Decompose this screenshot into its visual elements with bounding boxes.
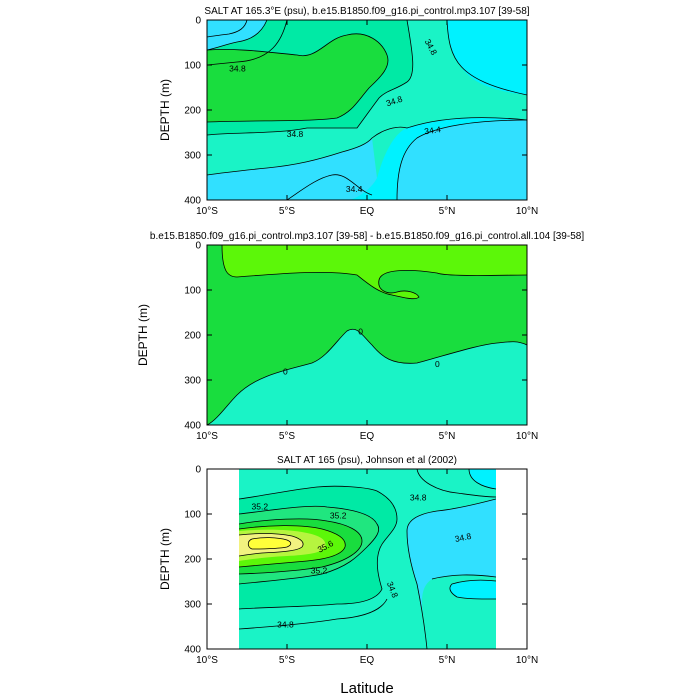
- y-tick-label: 400: [184, 421, 201, 432]
- y-tick-label: 400: [184, 645, 201, 656]
- x-tick-label: 10°N: [516, 655, 538, 666]
- contour-line: [239, 598, 388, 630]
- contour-line: [239, 525, 346, 568]
- contour-line: [286, 174, 373, 200]
- y-tick-label: 0: [195, 16, 201, 27]
- panel2-ylabel: DEPTH (m): [136, 304, 150, 366]
- panel2-y-ticks: 0 100 200 300 400: [184, 241, 527, 432]
- contour-line: [446, 20, 527, 96]
- region-diff-positive: [207, 245, 527, 425]
- contour-label: 35.2: [311, 566, 328, 576]
- y-tick-label: 200: [184, 555, 201, 566]
- panel1-ylabel: DEPTH (m): [158, 79, 172, 141]
- panel-observed-salinity: SALT AT 165 (psu), Johnson et al (2002): [158, 455, 538, 666]
- contour-label: 34.8: [287, 129, 304, 139]
- x-tick-label: EQ: [360, 431, 375, 442]
- panel1-x-ticks: 10°S 5°S EQ 5°N 10°N: [196, 20, 538, 217]
- contour-line: [468, 469, 496, 490]
- contour-label: 35.2: [330, 510, 347, 520]
- panel2-title: b.e15.B1850.f09_g16.pi_control.mp3.107 […: [150, 231, 584, 242]
- x-tick-label: EQ: [360, 206, 375, 217]
- y-tick-label: 200: [184, 331, 201, 342]
- contour-label: 34.8: [410, 492, 427, 502]
- contour-line: [207, 20, 288, 66]
- region-salt-35.0-35.2: [207, 33, 388, 123]
- region-salt-34.2-34.4-se: [397, 120, 527, 200]
- y-tick-label: 100: [184, 61, 201, 72]
- y-tick-label: 100: [184, 286, 201, 297]
- y-tick-label: 0: [195, 241, 201, 252]
- panel3-contour-labels: 35.235.235.635.234.834.834.834.8: [252, 492, 473, 629]
- contour-line: [396, 119, 527, 200]
- contour-label: 34.8: [454, 531, 473, 544]
- panel1-y-ticks: 0 100 200 300 400: [184, 16, 527, 207]
- region-diff-strong-positive: [222, 245, 527, 299]
- contour-line: [207, 33, 389, 123]
- x-tick-label: 10°S: [196, 655, 218, 666]
- panel1-title: SALT AT 165.3°E (psu), b.e15.B1850.f09_g…: [204, 6, 529, 17]
- contour-line: [239, 518, 363, 575]
- x-tick-label: 5°S: [279, 655, 296, 666]
- y-tick-label: 0: [195, 465, 201, 476]
- y-tick-label: 100: [184, 510, 201, 521]
- region-obs-yellow: [248, 537, 291, 549]
- x-tick-label: 10°N: [516, 206, 538, 217]
- contour-line: [406, 498, 496, 649]
- region-salt-34.2-34.4-nw: [207, 20, 267, 50]
- contour-label: 35.2: [252, 501, 269, 511]
- contour-line: [207, 20, 268, 51]
- contour-line: [416, 469, 496, 498]
- y-tick-label: 300: [184, 600, 201, 611]
- contour-line: [239, 533, 304, 557]
- contour-line: [207, 20, 248, 38]
- x-tick-label: 5°N: [439, 655, 456, 666]
- contour-line: [207, 328, 527, 425]
- x-tick-label: 5°N: [439, 431, 456, 442]
- contour-line: [449, 579, 496, 600]
- contour-line: [431, 574, 496, 580]
- x-axis-label: Latitude: [340, 680, 393, 697]
- x-tick-label: 5°N: [439, 206, 456, 217]
- panel2-contour-labels: 0 0 0: [283, 326, 440, 376]
- contour-label: 34.8: [277, 620, 294, 630]
- panel-model-salinity: SALT AT 165.3°E (psu), b.e15.B1850.f09_g…: [158, 6, 538, 217]
- x-tick-label: 10°S: [196, 431, 218, 442]
- contour-label: 34.8: [229, 64, 246, 74]
- region-obs-cyan-ne: [469, 469, 496, 489]
- x-tick-label: 10°S: [196, 206, 218, 217]
- y-tick-label: 400: [184, 196, 201, 207]
- contour-line: [247, 537, 292, 550]
- contour-line: [221, 245, 527, 300]
- y-tick-label: 300: [184, 151, 201, 162]
- contour-label: 0: [358, 326, 363, 336]
- x-tick-label: 10°N: [516, 431, 538, 442]
- region-salt-34.2-34.4-sw: [207, 138, 377, 200]
- panel-model-difference: b.e15.B1850.f09_g16.pi_control.mp3.107 […: [136, 231, 584, 442]
- region-obs-lcyan: [407, 499, 496, 649]
- panel3-x-ticks: 10°S 5°S EQ 5°N 10°N: [196, 469, 538, 666]
- region-salt-34.4-34.6-ne: [447, 20, 527, 95]
- x-tick-label: 5°S: [279, 431, 296, 442]
- contour-label: 34.8: [385, 94, 404, 109]
- contour-label: 34.4: [424, 124, 442, 136]
- panel3-y-ticks: 0 100 200 300 400: [184, 465, 527, 656]
- contour-label: 0: [435, 359, 440, 369]
- contour-line: [207, 117, 527, 176]
- contour-label: 0: [283, 366, 288, 376]
- panel2-x-ticks: 10°S 5°S EQ 5°N 10°N: [196, 245, 538, 442]
- contour-line: [239, 505, 380, 585]
- panel3-ylabel: DEPTH (m): [158, 528, 172, 590]
- contour-line: [207, 20, 414, 136]
- region-obs-cyan-se: [449, 580, 496, 599]
- x-tick-label: 5°S: [279, 206, 296, 217]
- y-tick-label: 300: [184, 376, 201, 387]
- x-tick-label: EQ: [360, 655, 375, 666]
- y-tick-label: 200: [184, 106, 201, 117]
- contour-line: [239, 485, 398, 610]
- contour-label: 34.4: [346, 184, 363, 194]
- panel3-title: SALT AT 165 (psu), Johnson et al (2002): [277, 455, 457, 466]
